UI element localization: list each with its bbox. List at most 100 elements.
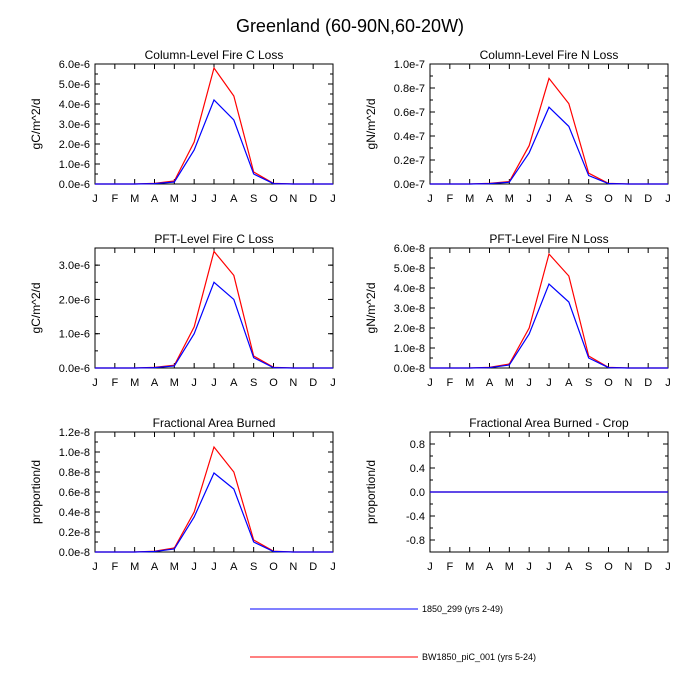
panel-title: Column-Level Fire N Loss <box>480 48 619 62</box>
x-tick-label: M <box>505 561 514 573</box>
x-tick-label: J <box>191 561 197 573</box>
x-tick-label: N <box>289 193 297 205</box>
y-axis-label: gN/m^2/d <box>364 99 378 150</box>
x-tick-label: A <box>486 377 494 389</box>
y-tick-label: 1.0e-6 <box>59 329 90 341</box>
series-line-1 <box>95 98 333 185</box>
x-tick-label: J <box>665 561 671 573</box>
x-tick-label: J <box>546 377 552 389</box>
x-tick-label: J <box>427 377 433 389</box>
x-tick-label: N <box>624 193 632 205</box>
x-tick-label: S <box>585 193 592 205</box>
y-tick-label: 0.0e-6 <box>59 363 90 375</box>
x-tick-label: D <box>644 377 652 389</box>
y-tick-label: 2.0e-8 <box>394 323 425 335</box>
x-tick-label: N <box>289 377 297 389</box>
x-tick-label: A <box>230 193 238 205</box>
plot-frame <box>429 247 669 369</box>
y-tick-label: 3.0e-8 <box>394 303 425 315</box>
series-line-1 <box>430 106 668 185</box>
x-tick-label: S <box>585 561 592 573</box>
y-tick-label: 0.0e-8 <box>394 363 425 375</box>
x-tick-label: J <box>546 561 552 573</box>
x-tick-label: N <box>289 561 297 573</box>
y-tick-label: 6.0e-8 <box>394 243 425 255</box>
x-tick-label: J <box>330 193 336 205</box>
x-tick-label: S <box>250 193 257 205</box>
panel-title: PFT-Level Fire C Loss <box>154 232 273 246</box>
x-tick-label: J <box>191 193 197 205</box>
x-tick-label: J <box>191 377 197 389</box>
x-tick-label: A <box>230 561 238 573</box>
panel-6: Fractional Area Burned - Crop proportion/… <box>364 416 671 573</box>
x-tick-label: M <box>170 377 179 389</box>
x-tick-label: O <box>604 193 613 205</box>
y-tick-label: 1.0e-7 <box>394 59 425 71</box>
x-tick-label: J <box>665 193 671 205</box>
x-tick-label: M <box>130 377 139 389</box>
x-tick-label: J <box>427 561 433 573</box>
x-tick-label: M <box>505 377 514 389</box>
y-tick-label: 5.0e-8 <box>394 263 425 275</box>
x-tick-label: A <box>151 193 159 205</box>
y-tick-label: 6.0e-6 <box>59 59 90 71</box>
y-tick-label: 0.8e-8 <box>59 467 90 479</box>
x-tick-label: A <box>486 561 494 573</box>
y-tick-label: 4.0e-8 <box>394 283 425 295</box>
series-line-2 <box>430 77 668 185</box>
y-tick-label: 0.4e-7 <box>394 131 425 143</box>
y-tick-label: 0.0e-7 <box>394 179 425 191</box>
y-tick-label: 0.8 <box>410 439 425 451</box>
y-tick-label: -0.8 <box>406 535 425 547</box>
panel-title: Column-Level Fire C Loss <box>145 48 284 62</box>
y-tick-label: 0.6e-7 <box>394 107 425 119</box>
x-tick-label: D <box>309 193 317 205</box>
y-axis-label: proportion/d <box>364 460 378 524</box>
x-tick-label: N <box>624 377 632 389</box>
x-tick-label: D <box>309 561 317 573</box>
x-tick-label: M <box>130 193 139 205</box>
x-tick-label: J <box>526 561 532 573</box>
series-line-2 <box>95 66 333 185</box>
y-axis-label: proportion/d <box>29 460 43 524</box>
x-tick-label: S <box>250 377 257 389</box>
legend: 1850_299 (yrs 2-49) BW1850_piC_001 (yrs 5… <box>250 604 536 662</box>
x-tick-label: A <box>151 561 159 573</box>
plot-frame <box>94 431 334 553</box>
y-tick-label: 1.0e-8 <box>394 343 425 355</box>
series-line-2 <box>95 250 333 369</box>
x-tick-label: A <box>151 377 159 389</box>
y-tick-label: 3.0e-6 <box>59 260 90 272</box>
x-tick-label: O <box>604 377 613 389</box>
x-tick-label: J <box>92 561 98 573</box>
x-tick-label: M <box>465 193 474 205</box>
series-line-2 <box>430 252 668 369</box>
x-tick-label: O <box>269 193 278 205</box>
x-tick-label: F <box>111 377 118 389</box>
x-tick-label: D <box>644 193 652 205</box>
x-tick-label: J <box>665 377 671 389</box>
plot-frame <box>429 63 669 185</box>
x-tick-label: D <box>644 561 652 573</box>
y-axis-label: gC/m^2/d <box>29 283 43 334</box>
x-tick-label: J <box>211 561 217 573</box>
x-tick-label: M <box>170 561 179 573</box>
x-tick-label: A <box>565 193 573 205</box>
x-tick-label: N <box>624 561 632 573</box>
legend-label-1: 1850_299 (yrs 2-49) <box>422 604 503 614</box>
y-tick-label: 3.0e-6 <box>59 119 90 131</box>
y-tick-label: 1.0e-8 <box>59 447 90 459</box>
x-tick-label: O <box>269 377 278 389</box>
x-tick-label: M <box>465 561 474 573</box>
x-tick-label: J <box>330 377 336 389</box>
panel-title: PFT-Level Fire N Loss <box>489 232 608 246</box>
series-line-1 <box>95 472 333 553</box>
y-tick-label: 0.0e-6 <box>59 179 90 191</box>
x-tick-label: J <box>92 193 98 205</box>
y-tick-label: 0.2e-8 <box>59 527 90 539</box>
y-tick-label: 1.2e-8 <box>59 427 90 439</box>
x-tick-label: S <box>250 561 257 573</box>
